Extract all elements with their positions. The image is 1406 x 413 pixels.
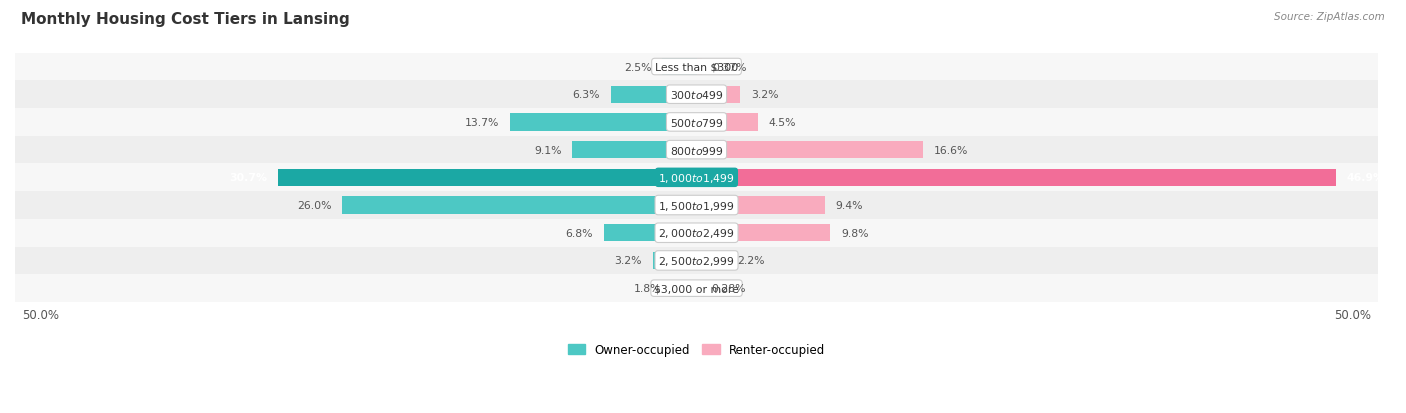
Bar xyxy=(15,164,1378,192)
Text: $3,000 or more: $3,000 or more xyxy=(654,283,740,294)
Bar xyxy=(610,86,696,104)
Legend: Owner-occupied, Renter-occupied: Owner-occupied, Renter-occupied xyxy=(562,338,830,361)
Text: 9.1%: 9.1% xyxy=(534,145,561,155)
Text: 3.2%: 3.2% xyxy=(614,256,643,266)
Text: 6.8%: 6.8% xyxy=(565,228,593,238)
Text: 16.6%: 16.6% xyxy=(934,145,969,155)
Text: $500 to $799: $500 to $799 xyxy=(669,116,723,128)
Text: 50.0%: 50.0% xyxy=(1334,309,1371,321)
Text: $800 to $999: $800 to $999 xyxy=(669,144,723,156)
Bar xyxy=(342,197,696,214)
Bar xyxy=(15,275,1378,302)
Bar xyxy=(278,169,696,187)
Bar xyxy=(510,114,696,131)
Text: 2.2%: 2.2% xyxy=(737,256,765,266)
Bar xyxy=(15,192,1378,219)
Text: 9.4%: 9.4% xyxy=(835,201,863,211)
Bar xyxy=(652,252,696,269)
Text: 26.0%: 26.0% xyxy=(297,201,332,211)
Bar xyxy=(15,136,1378,164)
Bar xyxy=(696,225,830,242)
Text: 2.5%: 2.5% xyxy=(624,62,651,72)
Text: 0.28%: 0.28% xyxy=(711,283,745,294)
Text: $1,000 to $1,499: $1,000 to $1,499 xyxy=(658,171,735,184)
Bar xyxy=(15,219,1378,247)
Bar xyxy=(696,252,727,269)
Bar xyxy=(15,109,1378,136)
Bar xyxy=(662,59,696,76)
Text: Monthly Housing Cost Tiers in Lansing: Monthly Housing Cost Tiers in Lansing xyxy=(21,12,350,27)
Text: $300 to $499: $300 to $499 xyxy=(669,89,723,101)
Bar xyxy=(15,247,1378,275)
Bar xyxy=(603,225,696,242)
Text: 4.5%: 4.5% xyxy=(769,118,796,128)
Text: 0.37%: 0.37% xyxy=(713,62,747,72)
Bar xyxy=(696,142,922,159)
Text: $1,500 to $1,999: $1,500 to $1,999 xyxy=(658,199,735,212)
Bar xyxy=(672,280,696,297)
Bar xyxy=(696,114,758,131)
Text: 6.3%: 6.3% xyxy=(572,90,600,100)
Bar xyxy=(696,280,700,297)
Text: 9.8%: 9.8% xyxy=(841,228,869,238)
Bar xyxy=(696,197,825,214)
Bar xyxy=(696,86,740,104)
Text: Less than $300: Less than $300 xyxy=(655,62,738,72)
Text: 1.8%: 1.8% xyxy=(634,283,661,294)
Text: Source: ZipAtlas.com: Source: ZipAtlas.com xyxy=(1274,12,1385,22)
Text: 3.2%: 3.2% xyxy=(751,90,779,100)
Bar xyxy=(15,54,1378,81)
Bar xyxy=(572,142,696,159)
Bar xyxy=(696,59,702,76)
Text: $2,000 to $2,499: $2,000 to $2,499 xyxy=(658,227,735,240)
Bar xyxy=(15,81,1378,109)
Text: 13.7%: 13.7% xyxy=(464,118,499,128)
Text: 30.7%: 30.7% xyxy=(229,173,267,183)
Text: $2,500 to $2,999: $2,500 to $2,999 xyxy=(658,254,735,267)
Text: 46.9%: 46.9% xyxy=(1347,173,1385,183)
Bar xyxy=(696,169,1336,187)
Text: 50.0%: 50.0% xyxy=(22,309,59,321)
